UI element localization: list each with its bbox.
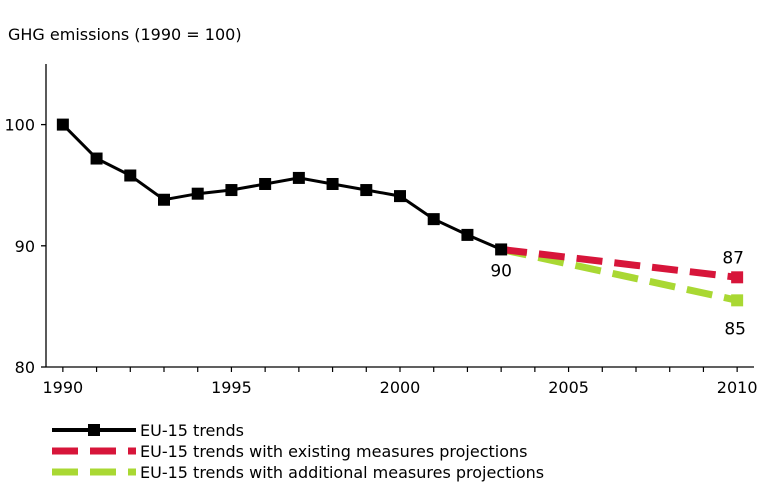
series-end-marker-2 (731, 294, 744, 307)
data-point (495, 243, 508, 256)
data-point (394, 190, 406, 203)
x-tick-label: 1990 (42, 378, 83, 397)
line-chart: 80 90 100 1990 1995 2000 2005 2010 90 87 85 (4, 64, 758, 397)
legend-swatch-additional (52, 468, 136, 476)
series-layer (56, 118, 744, 307)
legend-label-existing: EU-15 trends with existing measures proj… (140, 442, 528, 461)
legend-swatch-existing (52, 447, 136, 455)
x-tick-label: 2000 (380, 378, 421, 397)
data-label: 85 (724, 319, 746, 339)
data-label: 87 (722, 248, 744, 268)
data-point (191, 187, 204, 200)
y-tick-label: 100 (4, 116, 35, 135)
data-point (427, 213, 440, 226)
y-tick-label: 80 (15, 358, 35, 377)
data-point (225, 184, 238, 197)
data-label: 90 (490, 261, 512, 281)
series-line-2 (500, 245, 738, 304)
legend-swatch-trends (52, 424, 136, 436)
data-point (292, 171, 305, 184)
data-point (124, 169, 137, 182)
data-point (326, 177, 339, 190)
y-tick-label: 90 (15, 237, 35, 256)
data-point (90, 152, 103, 165)
series-line-1 (500, 245, 738, 281)
x-tick-label: 2005 (548, 378, 589, 397)
legend-label-trends: EU-15 trends (140, 421, 245, 440)
y-axis-label: GHG emissions (1990 = 100) (8, 25, 242, 44)
legend-label-additional: EU-15 trends with additional measures pr… (140, 463, 545, 482)
series-line-0 (61, 123, 502, 251)
data-point (259, 177, 272, 190)
axes: 80 90 100 1990 1995 2000 2005 2010 (4, 64, 758, 397)
data-point (56, 118, 69, 131)
data-point (461, 228, 474, 241)
series-end-marker-1 (731, 271, 744, 284)
data-point (360, 184, 373, 197)
x-tick-label: 2010 (717, 378, 758, 397)
annotations-layer: 90 87 85 (490, 248, 746, 339)
data-point (158, 193, 170, 206)
x-tick-label: 1995 (211, 378, 252, 397)
